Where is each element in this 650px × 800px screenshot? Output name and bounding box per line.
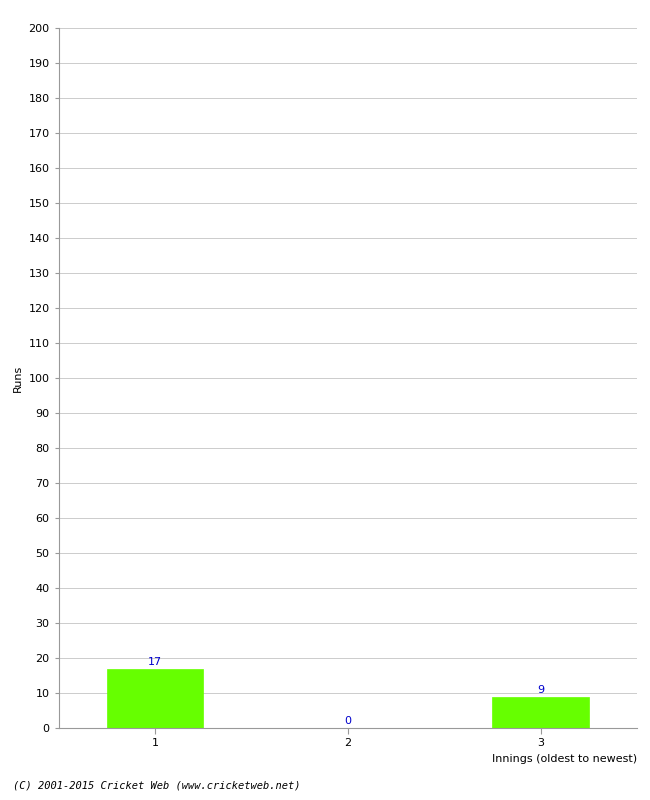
Bar — [493, 697, 589, 728]
X-axis label: Innings (oldest to newest): Innings (oldest to newest) — [492, 754, 637, 764]
Text: (C) 2001-2015 Cricket Web (www.cricketweb.net): (C) 2001-2015 Cricket Web (www.cricketwe… — [13, 781, 300, 790]
Text: 17: 17 — [148, 657, 162, 666]
Y-axis label: Runs: Runs — [13, 364, 23, 392]
Bar — [107, 669, 203, 728]
Text: 9: 9 — [537, 685, 544, 694]
Text: 0: 0 — [344, 716, 351, 726]
